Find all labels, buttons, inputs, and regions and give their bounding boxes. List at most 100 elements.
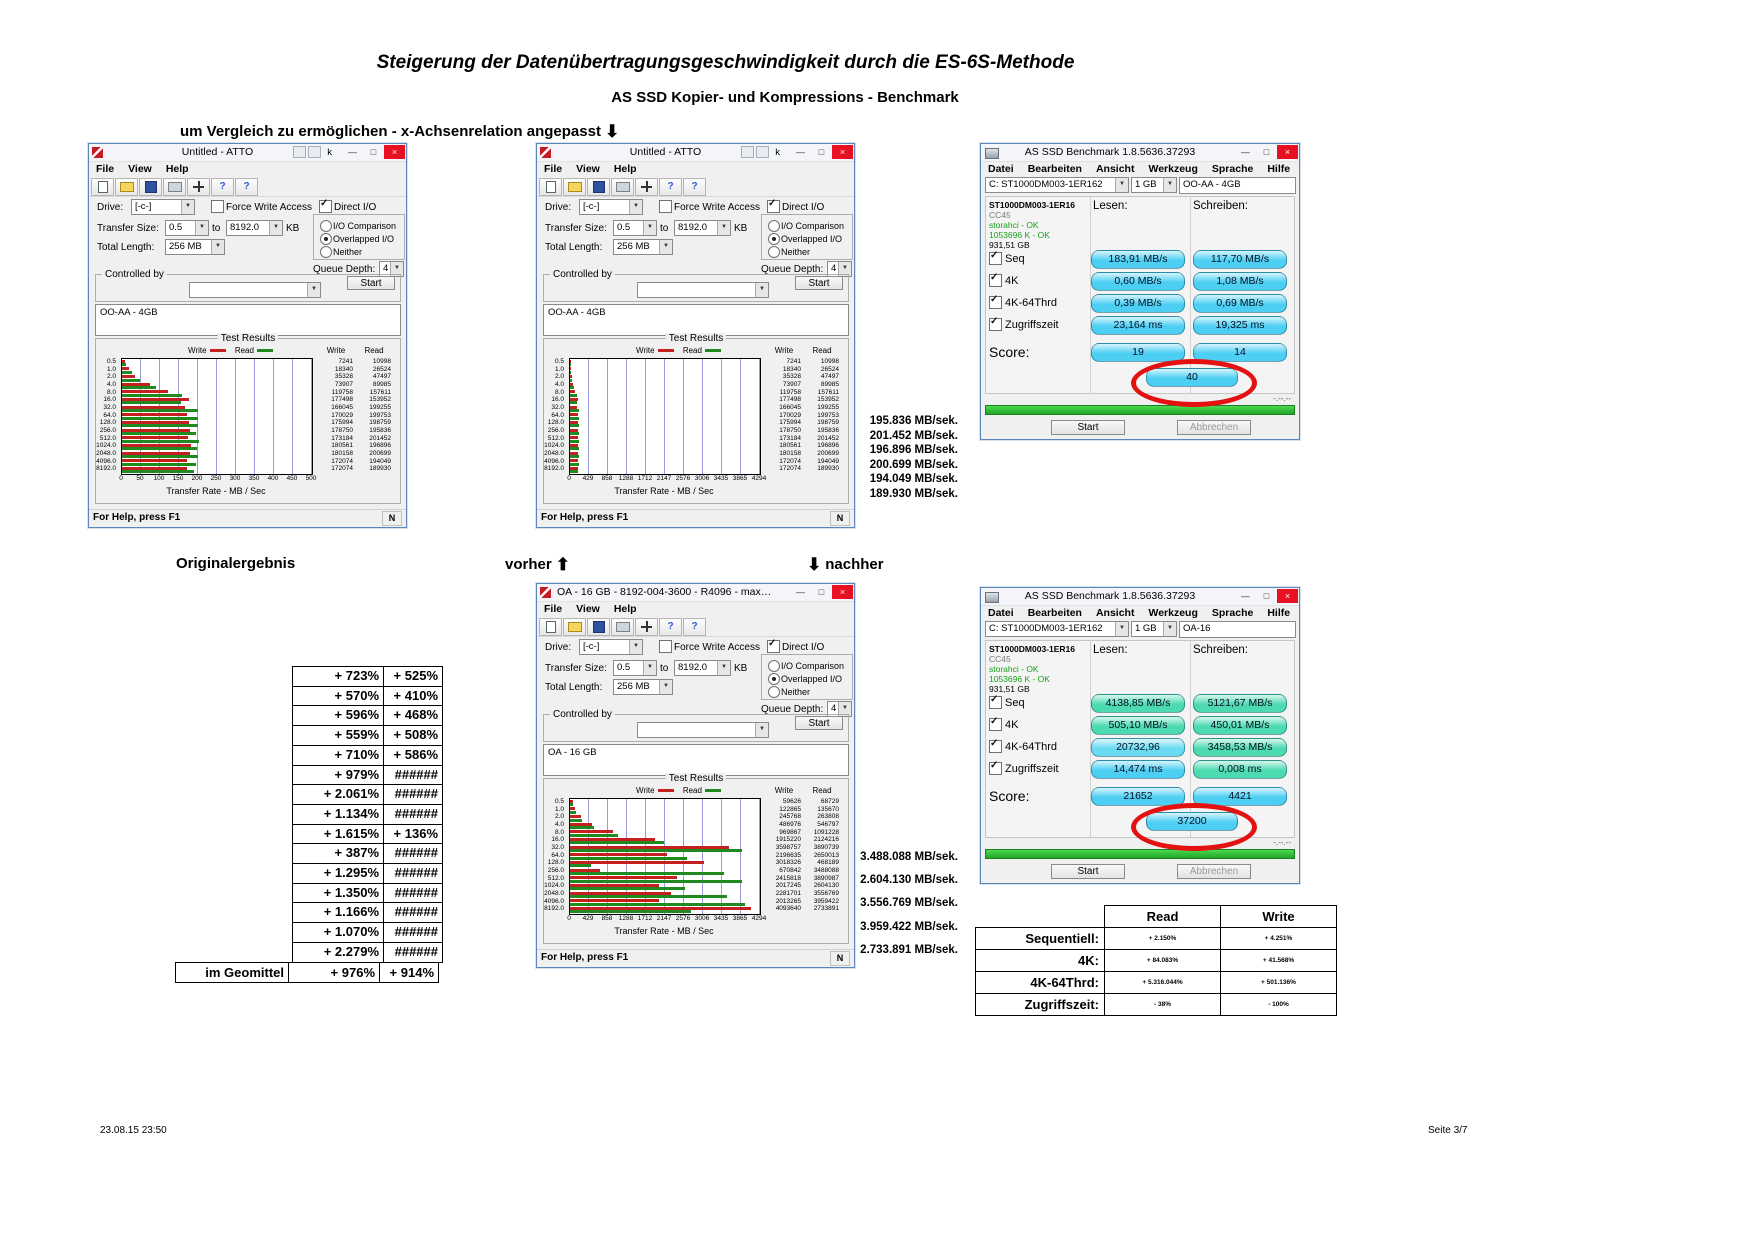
queue-depth-select[interactable]: 4 ▼ — [827, 701, 852, 717]
new-button[interactable] — [91, 177, 114, 196]
test-enabled-checkbox[interactable]: ✓ — [989, 694, 1002, 709]
direct-io-checkbox[interactable]: ✓ — [319, 198, 332, 213]
test-enabled-checkbox[interactable]: ✓ — [989, 316, 1002, 331]
help-button[interactable]: ? — [659, 617, 682, 636]
title-bar[interactable]: Untitled - ATTO k — □ × — [537, 144, 854, 162]
menu-werkzeug[interactable]: Werkzeug — [1148, 163, 1198, 175]
test-enabled-checkbox[interactable]: ✓ — [989, 716, 1002, 731]
queue-depth-select[interactable]: 4 ▼ — [379, 261, 404, 277]
start-button[interactable]: Start — [795, 276, 843, 290]
help-button[interactable]: ? — [659, 177, 682, 196]
test-size-select[interactable]: 1 GB ▼ — [1131, 621, 1177, 637]
force-write-access-checkbox[interactable] — [211, 200, 224, 213]
transfer-size-to-select[interactable]: 8192.0 ▼ — [674, 220, 731, 236]
total-length-select[interactable]: 256 MB ▼ — [613, 239, 673, 255]
overlapped-io-radio[interactable] — [768, 673, 780, 685]
save-button[interactable] — [139, 177, 162, 196]
start-button[interactable]: Start — [347, 276, 395, 290]
minimize-button[interactable]: — — [796, 587, 805, 597]
start-button[interactable]: Start — [1051, 864, 1125, 879]
force-write-access-checkbox[interactable] — [659, 200, 672, 213]
transfer-size-to-select[interactable]: 8192.0 ▼ — [226, 220, 283, 236]
title-bar[interactable]: AS SSD Benchmark 1.8.5636.37293 — □ × — [981, 144, 1299, 162]
menu-help[interactable]: Help — [165, 163, 189, 175]
neither-radio[interactable] — [768, 686, 780, 698]
menu-file[interactable]: File — [96, 163, 115, 175]
close-button[interactable]: × — [832, 585, 853, 599]
menu-bearbeiten[interactable]: Bearbeiten — [1027, 163, 1082, 175]
menu-view[interactable]: View — [128, 163, 152, 175]
menu-view[interactable]: View — [576, 603, 600, 615]
direct-io-checkbox[interactable]: ✓ — [767, 198, 780, 213]
description-box[interactable]: OA - 16 GB — [543, 744, 849, 776]
menu-view[interactable]: View — [576, 163, 600, 175]
new-button[interactable] — [539, 177, 562, 196]
menu-hilfe[interactable]: Hilfe — [1267, 163, 1291, 175]
maximize-button[interactable]: □ — [370, 147, 377, 157]
menu-werkzeug[interactable]: Werkzeug — [1148, 607, 1198, 619]
title-bar[interactable]: AS SSD Benchmark 1.8.5636.37293 — □ × — [981, 588, 1299, 606]
abort-button[interactable]: Abbrechen — [1177, 864, 1251, 879]
open-button[interactable] — [115, 177, 138, 196]
maximize-button[interactable]: □ — [1263, 591, 1270, 601]
io-comparison-radio[interactable] — [768, 660, 780, 672]
abort-button[interactable]: Abbrechen — [1177, 420, 1251, 435]
force-write-access-checkbox[interactable] — [659, 640, 672, 653]
menu-datei[interactable]: Datei — [988, 163, 1014, 175]
menu-hilfe[interactable]: Hilfe — [1267, 607, 1291, 619]
neither-radio[interactable] — [768, 246, 780, 258]
target-name-field[interactable]: OO-AA - 4GB — [1179, 177, 1296, 194]
close-button[interactable]: × — [1277, 589, 1298, 603]
test-enabled-checkbox[interactable]: ✓ — [989, 738, 1002, 753]
print-button[interactable] — [611, 177, 634, 196]
overlapped-io-radio[interactable] — [320, 233, 332, 245]
title-bar[interactable]: Untitled - ATTO k — □ × — [89, 144, 406, 162]
menu-help[interactable]: Help — [613, 603, 637, 615]
test-enabled-checkbox[interactable]: ✓ — [989, 272, 1002, 287]
maximize-button[interactable]: □ — [818, 147, 825, 157]
save-button[interactable] — [587, 177, 610, 196]
io-comparison-radio[interactable] — [320, 220, 332, 232]
print-button[interactable] — [611, 617, 634, 636]
menu-ansicht[interactable]: Ansicht — [1095, 163, 1135, 175]
title-bar[interactable]: OA - 16 GB - 8192-004-3600 - R4096 - max… — [537, 584, 854, 602]
menu-bearbeiten[interactable]: Bearbeiten — [1027, 607, 1082, 619]
minimize-button[interactable]: — — [1241, 147, 1250, 157]
move-button[interactable] — [635, 617, 658, 636]
menu-file[interactable]: File — [544, 163, 563, 175]
total-length-select[interactable]: 256 MB ▼ — [165, 239, 225, 255]
controlled-by-select[interactable]: ▼ — [189, 282, 321, 298]
drive-select[interactable]: [-c-] ▼ — [131, 199, 195, 215]
context-help-button[interactable]: ? — [683, 177, 706, 196]
menu-file[interactable]: File — [544, 603, 563, 615]
test-enabled-checkbox[interactable]: ✓ — [989, 294, 1002, 309]
drive-select[interactable]: C: ST1000DM003-1ER162 ▼ — [985, 177, 1129, 193]
minimize-button[interactable]: — — [1241, 591, 1250, 601]
menu-sprache[interactable]: Sprache — [1211, 607, 1254, 619]
description-box[interactable]: OO-AA - 4GB — [95, 304, 401, 336]
controlled-by-select[interactable]: ▼ — [637, 722, 769, 738]
start-button[interactable]: Start — [795, 716, 843, 730]
test-enabled-checkbox[interactable]: ✓ — [989, 250, 1002, 265]
transfer-size-to-select[interactable]: 8192.0 ▼ — [674, 660, 731, 676]
controlled-by-select[interactable]: ▼ — [637, 282, 769, 298]
move-button[interactable] — [635, 177, 658, 196]
context-help-button[interactable]: ? — [683, 617, 706, 636]
transfer-size-from-select[interactable]: 0.5 ▼ — [613, 660, 657, 676]
menu-ansicht[interactable]: Ansicht — [1095, 607, 1135, 619]
minimize-button[interactable]: — — [796, 147, 805, 157]
menu-help[interactable]: Help — [613, 163, 637, 175]
help-button[interactable]: ? — [211, 177, 234, 196]
open-button[interactable] — [563, 177, 586, 196]
transfer-size-from-select[interactable]: 0.5 ▼ — [165, 220, 209, 236]
queue-depth-select[interactable]: 4 ▼ — [827, 261, 852, 277]
close-button[interactable]: × — [384, 145, 405, 159]
total-length-select[interactable]: 256 MB ▼ — [613, 679, 673, 695]
drive-select[interactable]: C: ST1000DM003-1ER162 ▼ — [985, 621, 1129, 637]
io-comparison-radio[interactable] — [768, 220, 780, 232]
drive-select[interactable]: [-c-] ▼ — [579, 639, 643, 655]
menu-sprache[interactable]: Sprache — [1211, 163, 1254, 175]
drive-select[interactable]: [-c-] ▼ — [579, 199, 643, 215]
target-name-field[interactable]: OA-16 — [1179, 621, 1296, 638]
new-button[interactable] — [539, 617, 562, 636]
